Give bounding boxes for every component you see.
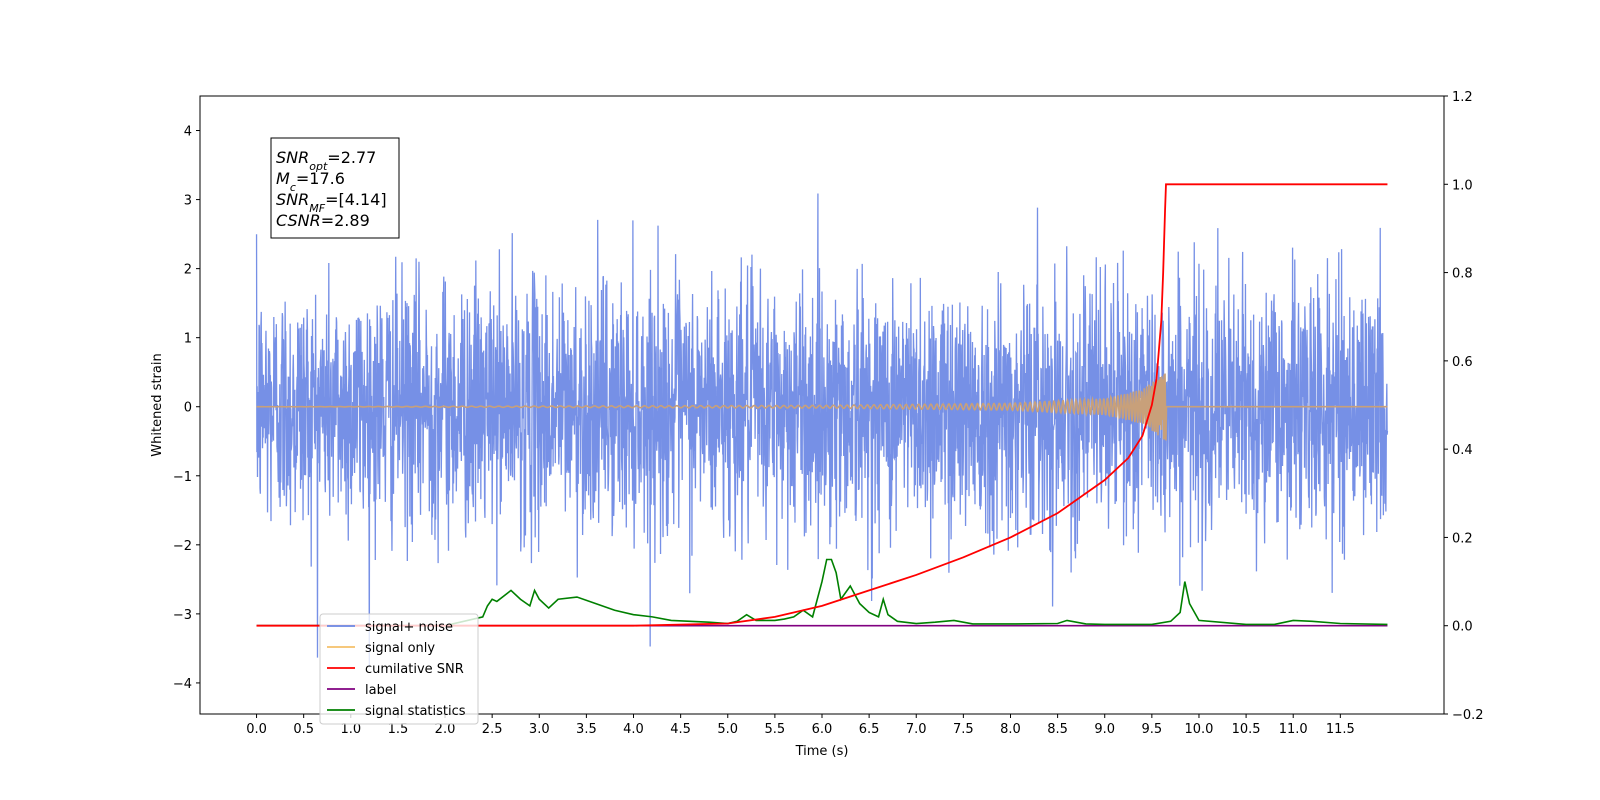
x-tick-label: 7.5 bbox=[953, 722, 974, 737]
x-tick-label: 8.5 bbox=[1047, 722, 1068, 737]
x-tick-label: 0.0 bbox=[246, 722, 267, 737]
stats-annotation-line: SNRMF=[4.14] bbox=[276, 190, 387, 215]
y2-tick-label: 0.0 bbox=[1452, 620, 1473, 635]
x-tick-label: 5.0 bbox=[717, 722, 738, 737]
stats-annotation-box bbox=[270, 137, 400, 239]
x-tick-label: 11.0 bbox=[1279, 722, 1308, 737]
x-tick-label: 8.0 bbox=[1000, 722, 1021, 737]
y2-tick-label: 0.8 bbox=[1452, 267, 1473, 282]
y-tick-label: −1 bbox=[173, 470, 192, 485]
y2-tick-label: 0.4 bbox=[1452, 443, 1473, 458]
x-tick-label: 2.0 bbox=[435, 722, 456, 737]
y2-tick-label: 0.2 bbox=[1452, 531, 1473, 546]
y-tick-label: 3 bbox=[184, 194, 192, 209]
legend-box bbox=[319, 613, 479, 725]
y-tick-label: 0 bbox=[184, 401, 192, 416]
y-tick-label: 2 bbox=[184, 263, 192, 278]
y2-tick-label: 0.6 bbox=[1452, 355, 1473, 370]
x-tick-label: 2.5 bbox=[482, 722, 503, 737]
legend-item-label: signal only bbox=[365, 641, 435, 656]
legend-item-label: cumilative SNR bbox=[365, 662, 464, 677]
x-tick-label: 4.0 bbox=[623, 722, 644, 737]
stats-annotation-line: CSNR=2.89 bbox=[276, 211, 370, 230]
y-axis-label: Whitened strain bbox=[150, 353, 165, 456]
legend: signal+ noise signal only cumilative SNR la… bbox=[319, 613, 479, 725]
y-axis-right: −0.2 0.0 0.2 0.4 0.6 0.8 1.0 1.2 bbox=[1444, 90, 1484, 723]
x-tick-label: 7.0 bbox=[906, 722, 927, 737]
x-tick-label: 4.5 bbox=[670, 722, 691, 737]
y2-tick-label: 1.0 bbox=[1452, 178, 1473, 193]
series-signal-statistics-line bbox=[256, 558, 1388, 627]
x-tick-label: 5.5 bbox=[765, 722, 786, 737]
series-layer bbox=[255, 183, 1389, 668]
y2-tick-label: 1.2 bbox=[1452, 90, 1473, 105]
x-tick-label: 3.5 bbox=[576, 722, 597, 737]
y-tick-label: 4 bbox=[184, 125, 192, 140]
x-axis: 0.0 0.5 1.0 1.5 2.0 2.5 3.0 3.5 4.0 4.5 5.0 5.5 6.0 6… bbox=[246, 714, 1355, 737]
x-tick-label: 0.5 bbox=[293, 722, 314, 737]
y-tick-label: −2 bbox=[173, 539, 192, 554]
y-tick-label: −4 bbox=[173, 677, 192, 692]
x-tick-label: 6.5 bbox=[859, 722, 880, 737]
x-axis-label: Time (s) bbox=[795, 744, 849, 759]
y2-tick-label: −0.2 bbox=[1452, 708, 1484, 723]
legend-item-label: signal statistics bbox=[365, 704, 466, 719]
series-signal-only-line bbox=[256, 373, 1388, 441]
x-tick-label: 9.0 bbox=[1094, 722, 1115, 737]
stats-annotation-line: Mc=17.6 bbox=[276, 169, 345, 194]
stats-annotation-line: SNRopt=2.77 bbox=[276, 148, 376, 173]
x-tick-label: 6.0 bbox=[812, 722, 833, 737]
y-axis-left: −4 −3 −2 −1 0 1 2 3 4 bbox=[173, 125, 200, 692]
x-tick-label: 1.0 bbox=[340, 722, 361, 737]
series-signal-noise-line bbox=[255, 193, 1389, 668]
y-tick-label: −3 bbox=[173, 608, 192, 623]
y-tick-label: 1 bbox=[184, 332, 192, 347]
legend-item-label: label bbox=[365, 683, 396, 698]
x-tick-label: 10.0 bbox=[1184, 722, 1213, 737]
legend-item-label: signal+ noise bbox=[365, 620, 453, 635]
x-tick-label: 1.5 bbox=[388, 722, 409, 737]
x-tick-label: 11.5 bbox=[1326, 722, 1355, 737]
series-cumulative-snr-line bbox=[256, 183, 1388, 627]
x-tick-label: 9.5 bbox=[1142, 722, 1163, 737]
x-tick-label: 3.0 bbox=[529, 722, 550, 737]
x-tick-label: 10.5 bbox=[1232, 722, 1261, 737]
